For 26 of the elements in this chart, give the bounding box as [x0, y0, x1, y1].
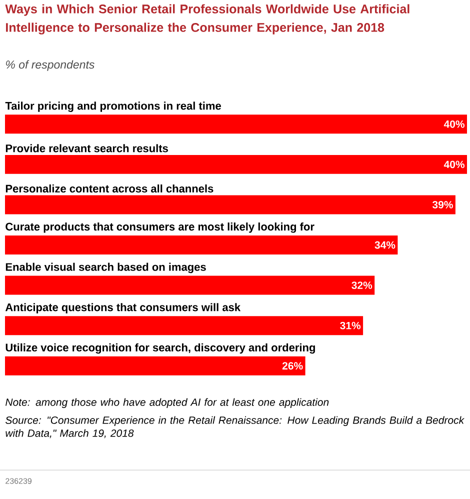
data-label: 39% [432, 201, 453, 208]
source-note: Source: "Consumer Experience in the Retail Renaissance: How Leading Brands Build a Bedrock with Data," March 19, 2018 [6, 416, 465, 438]
text: 236239 [6, 478, 32, 484]
data-label: 40% [444, 160, 465, 168]
data-label: 31% [340, 322, 361, 330]
y-tick-label: Personalize content across all channels [6, 184, 214, 193]
bar [5, 236, 398, 255]
bar [5, 276, 375, 295]
y-tick-label: Tailor pricing and promotions in real time [5, 102, 221, 112]
data-label: 34% [374, 241, 396, 249]
text: Note: among those who have adopted AI for at least one application [6, 398, 329, 408]
bar [5, 316, 364, 336]
data-label: 32% [352, 282, 372, 290]
chart-title: Ways in Which Senior Retail Professionals Worldwide Use Artificial Intelligence to Personalize the Consumer Experience, Jan 2018 [5, 4, 410, 34]
bar [5, 356, 306, 376]
y-tick-label: Curate products that consumers are most likely looking for [6, 222, 314, 233]
bar [5, 114, 467, 134]
bar [5, 154, 467, 174]
chart-subtitle: % of respondents [6, 60, 94, 71]
y-tick-label: Enable visual search based on images [6, 262, 206, 274]
bar [5, 195, 456, 214]
y-tick-label: Provide relevant search results [6, 144, 168, 152]
y-tick-label: Utilize voice recognition for search, discovery and ordering [6, 343, 315, 354]
y-tick-label: Anticipate questions that consumers will ask [5, 303, 241, 314]
data-label: 26% [282, 362, 303, 370]
data-label: 40% [444, 120, 465, 128]
